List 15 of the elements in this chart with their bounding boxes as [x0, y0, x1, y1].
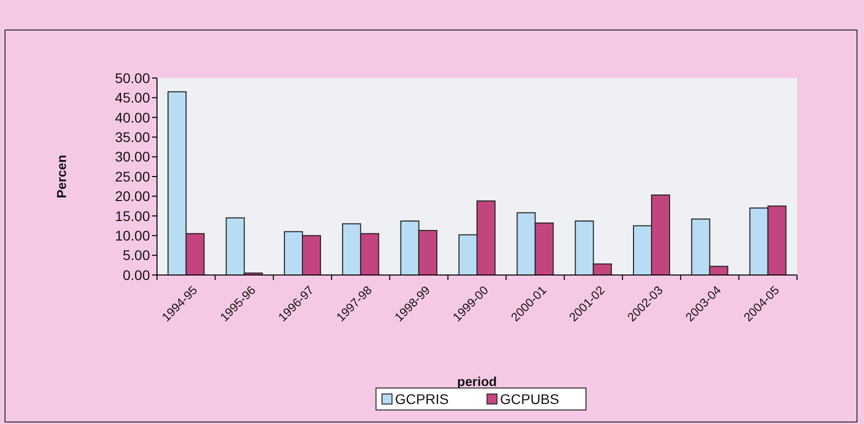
- legend-label: GCPUBS: [500, 391, 560, 407]
- legend-label: GCPRIS: [395, 391, 449, 407]
- y-tick-label: 25.00: [114, 168, 150, 184]
- y-tick-label: 30.00: [114, 148, 150, 165]
- y-tick-label: 0.00: [122, 266, 150, 283]
- y-tick-label: 45.00: [114, 90, 150, 106]
- y-tick-label: 40.00: [114, 109, 150, 126]
- y-tick-label: 50.00: [114, 70, 150, 86]
- y-axis-title: Percen: [54, 154, 69, 198]
- y-tick-label: 35.00: [114, 129, 150, 145]
- x-axis-title: period: [457, 374, 497, 389]
- y-tick-label: 15.00: [114, 208, 150, 224]
- y-tick-label: 10.00: [114, 228, 150, 244]
- y-tick-label: 20.00: [114, 188, 150, 204]
- y-tick-label: 5.00: [122, 247, 150, 264]
